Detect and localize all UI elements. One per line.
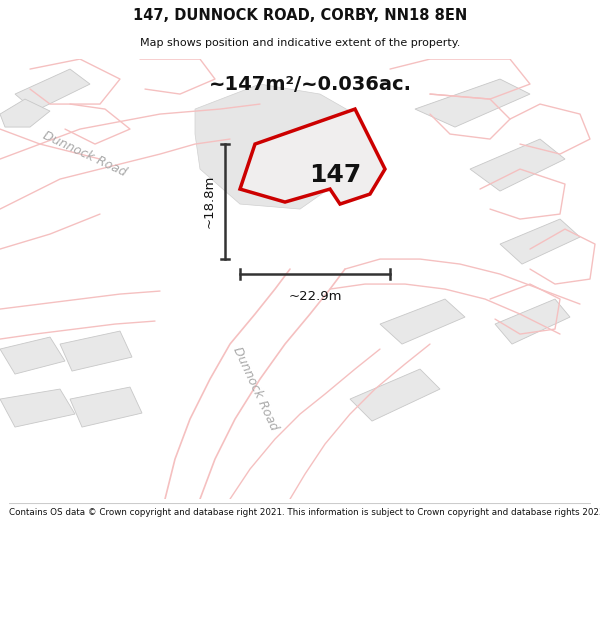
- Text: Map shows position and indicative extent of the property.: Map shows position and indicative extent…: [140, 39, 460, 49]
- Text: ~147m²/~0.036ac.: ~147m²/~0.036ac.: [209, 74, 412, 94]
- Text: 147, DUNNOCK ROAD, CORBY, NN18 8EN: 147, DUNNOCK ROAD, CORBY, NN18 8EN: [133, 8, 467, 23]
- Polygon shape: [350, 369, 440, 421]
- Text: 147: 147: [309, 163, 361, 187]
- Text: Contains OS data © Crown copyright and database right 2021. This information is : Contains OS data © Crown copyright and d…: [9, 508, 600, 517]
- Polygon shape: [500, 219, 580, 264]
- Polygon shape: [240, 109, 385, 204]
- Polygon shape: [415, 79, 530, 127]
- Polygon shape: [470, 139, 565, 191]
- Polygon shape: [380, 299, 465, 344]
- Polygon shape: [495, 299, 570, 344]
- Text: Dunnock Road: Dunnock Road: [230, 345, 280, 433]
- Polygon shape: [60, 331, 132, 371]
- Polygon shape: [15, 69, 90, 111]
- Text: ~22.9m: ~22.9m: [288, 289, 342, 302]
- Polygon shape: [0, 337, 65, 374]
- Polygon shape: [0, 389, 75, 427]
- Polygon shape: [0, 99, 50, 127]
- Polygon shape: [195, 84, 355, 209]
- Polygon shape: [70, 387, 142, 427]
- Text: Dunnock Road: Dunnock Road: [41, 129, 129, 179]
- Text: ~18.8m: ~18.8m: [203, 175, 215, 228]
